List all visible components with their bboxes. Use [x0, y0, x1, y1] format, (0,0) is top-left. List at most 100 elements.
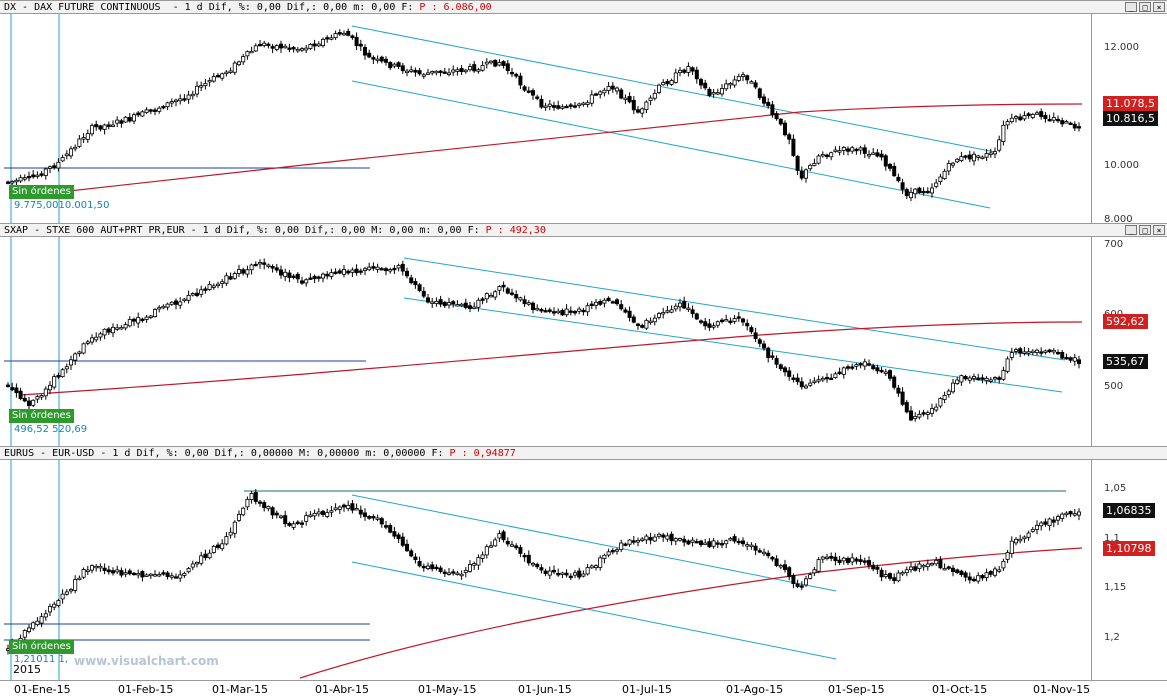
candle-body [329, 510, 334, 513]
candle-body [362, 512, 367, 517]
candle-body [442, 571, 447, 575]
candle-body [799, 585, 804, 588]
sin-ordenes-badge[interactable]: Sin órdenes [9, 409, 74, 423]
candle-body [959, 156, 964, 161]
candle-body [972, 153, 977, 162]
candle-body [123, 116, 128, 123]
candle-body [245, 269, 250, 275]
candle-body [493, 59, 498, 67]
candle-body [640, 324, 645, 328]
date-tick: 01-Jul-15 [622, 683, 672, 696]
candle-body [10, 181, 15, 184]
candle-body [106, 124, 111, 127]
candle-body [484, 546, 489, 556]
candle-body [270, 266, 275, 269]
close-icon[interactable]: × [1153, 2, 1165, 12]
close-icon[interactable]: × [1153, 225, 1165, 235]
candle-body [673, 538, 678, 542]
minimize-icon[interactable]: _ [1125, 225, 1137, 235]
candle-body [228, 276, 233, 280]
candle-body [564, 308, 569, 316]
candle-body [1005, 552, 1010, 560]
cursor-values: 1,21011 1, [14, 654, 69, 665]
price-plot[interactable] [0, 237, 1091, 448]
candle-body [770, 355, 775, 358]
candle-body [594, 301, 599, 306]
candle-body [484, 61, 489, 65]
candle-body [354, 268, 359, 274]
candle-body [669, 309, 674, 313]
chart-panel-dax[interactable]: DX - DAX FUTURE CONTINUOUS - 1 d Dif, %:… [0, 0, 1167, 228]
candle-body [951, 382, 956, 393]
candle-body [354, 508, 359, 511]
candle-body [766, 347, 771, 359]
candle-body [131, 318, 136, 322]
sin-ordenes-badge[interactable]: Sin órdenes [9, 185, 74, 199]
panel-title: EURUS - EUR-USD - 1 d Dif, %: 0,00 Dif,:… [4, 448, 516, 459]
candle-body [148, 573, 153, 577]
maximize-icon[interactable]: □ [1139, 2, 1151, 12]
candle-body [690, 309, 695, 315]
candle-body [967, 576, 972, 581]
date-tick: 01-Ago-15 [726, 683, 784, 696]
candle-body [1047, 518, 1052, 527]
minimize-icon[interactable]: _ [1125, 2, 1137, 12]
axis-tick: 500 [1104, 381, 1124, 392]
candle-body [375, 517, 380, 520]
candle-body [963, 572, 968, 578]
sin-ordenes-badge[interactable]: Sin órdenes [9, 640, 74, 654]
candle-body [488, 294, 493, 298]
candle-body [556, 105, 561, 109]
candle-body [392, 531, 397, 537]
candle-body [846, 148, 851, 152]
candle-body [934, 559, 939, 565]
candle-body [350, 503, 355, 511]
candle-body [850, 366, 855, 369]
axis-tick: 8.000 [1104, 214, 1133, 225]
candle-body [413, 556, 418, 561]
candle-body [514, 545, 519, 549]
candle-body [497, 286, 502, 291]
price-plot[interactable] [0, 460, 1091, 680]
candle-body [690, 67, 695, 72]
candle-body [699, 540, 704, 546]
candle-body [451, 571, 456, 574]
candle-body [925, 412, 930, 415]
candle-body [77, 351, 82, 354]
candle-body [791, 377, 796, 380]
candle-body [1072, 123, 1077, 129]
candle-body [972, 578, 977, 582]
candle-body [463, 570, 468, 573]
chart-panel-sxap[interactable]: SXAP - STXE 600 AUT+PRT PR,EUR - 1 d Dif… [0, 223, 1167, 448]
candle-body [262, 262, 267, 265]
candle-body [564, 572, 569, 576]
candle-body [1005, 121, 1010, 126]
candle-body [791, 575, 796, 585]
candle-body [73, 579, 78, 591]
candle-body [795, 583, 800, 587]
candle-body [14, 179, 19, 183]
candle-body [274, 267, 279, 271]
candle-body [921, 412, 926, 415]
candle-body [686, 307, 691, 310]
candle-body [883, 155, 888, 167]
candle-body [333, 33, 338, 39]
candle-body [615, 87, 620, 92]
candle-body [409, 550, 414, 557]
candle-body [442, 301, 447, 307]
moving-average-line [299, 547, 1083, 679]
maximize-icon[interactable]: □ [1139, 225, 1151, 235]
candle-body [472, 64, 477, 72]
candle-body [879, 569, 884, 578]
chart-panel-eurus[interactable]: EURUS - EUR-USD - 1 d Dif, %: 0,00 Dif,:… [0, 446, 1167, 680]
candle-body [564, 105, 569, 109]
candle-body [909, 566, 914, 571]
candle-body [6, 181, 11, 184]
candle-body [190, 293, 195, 296]
candle-body [295, 273, 300, 280]
candle-body [610, 301, 615, 304]
price-plot[interactable] [0, 14, 1091, 228]
candle-body [455, 572, 460, 575]
candle-body [841, 147, 846, 151]
candle-body [988, 379, 993, 382]
